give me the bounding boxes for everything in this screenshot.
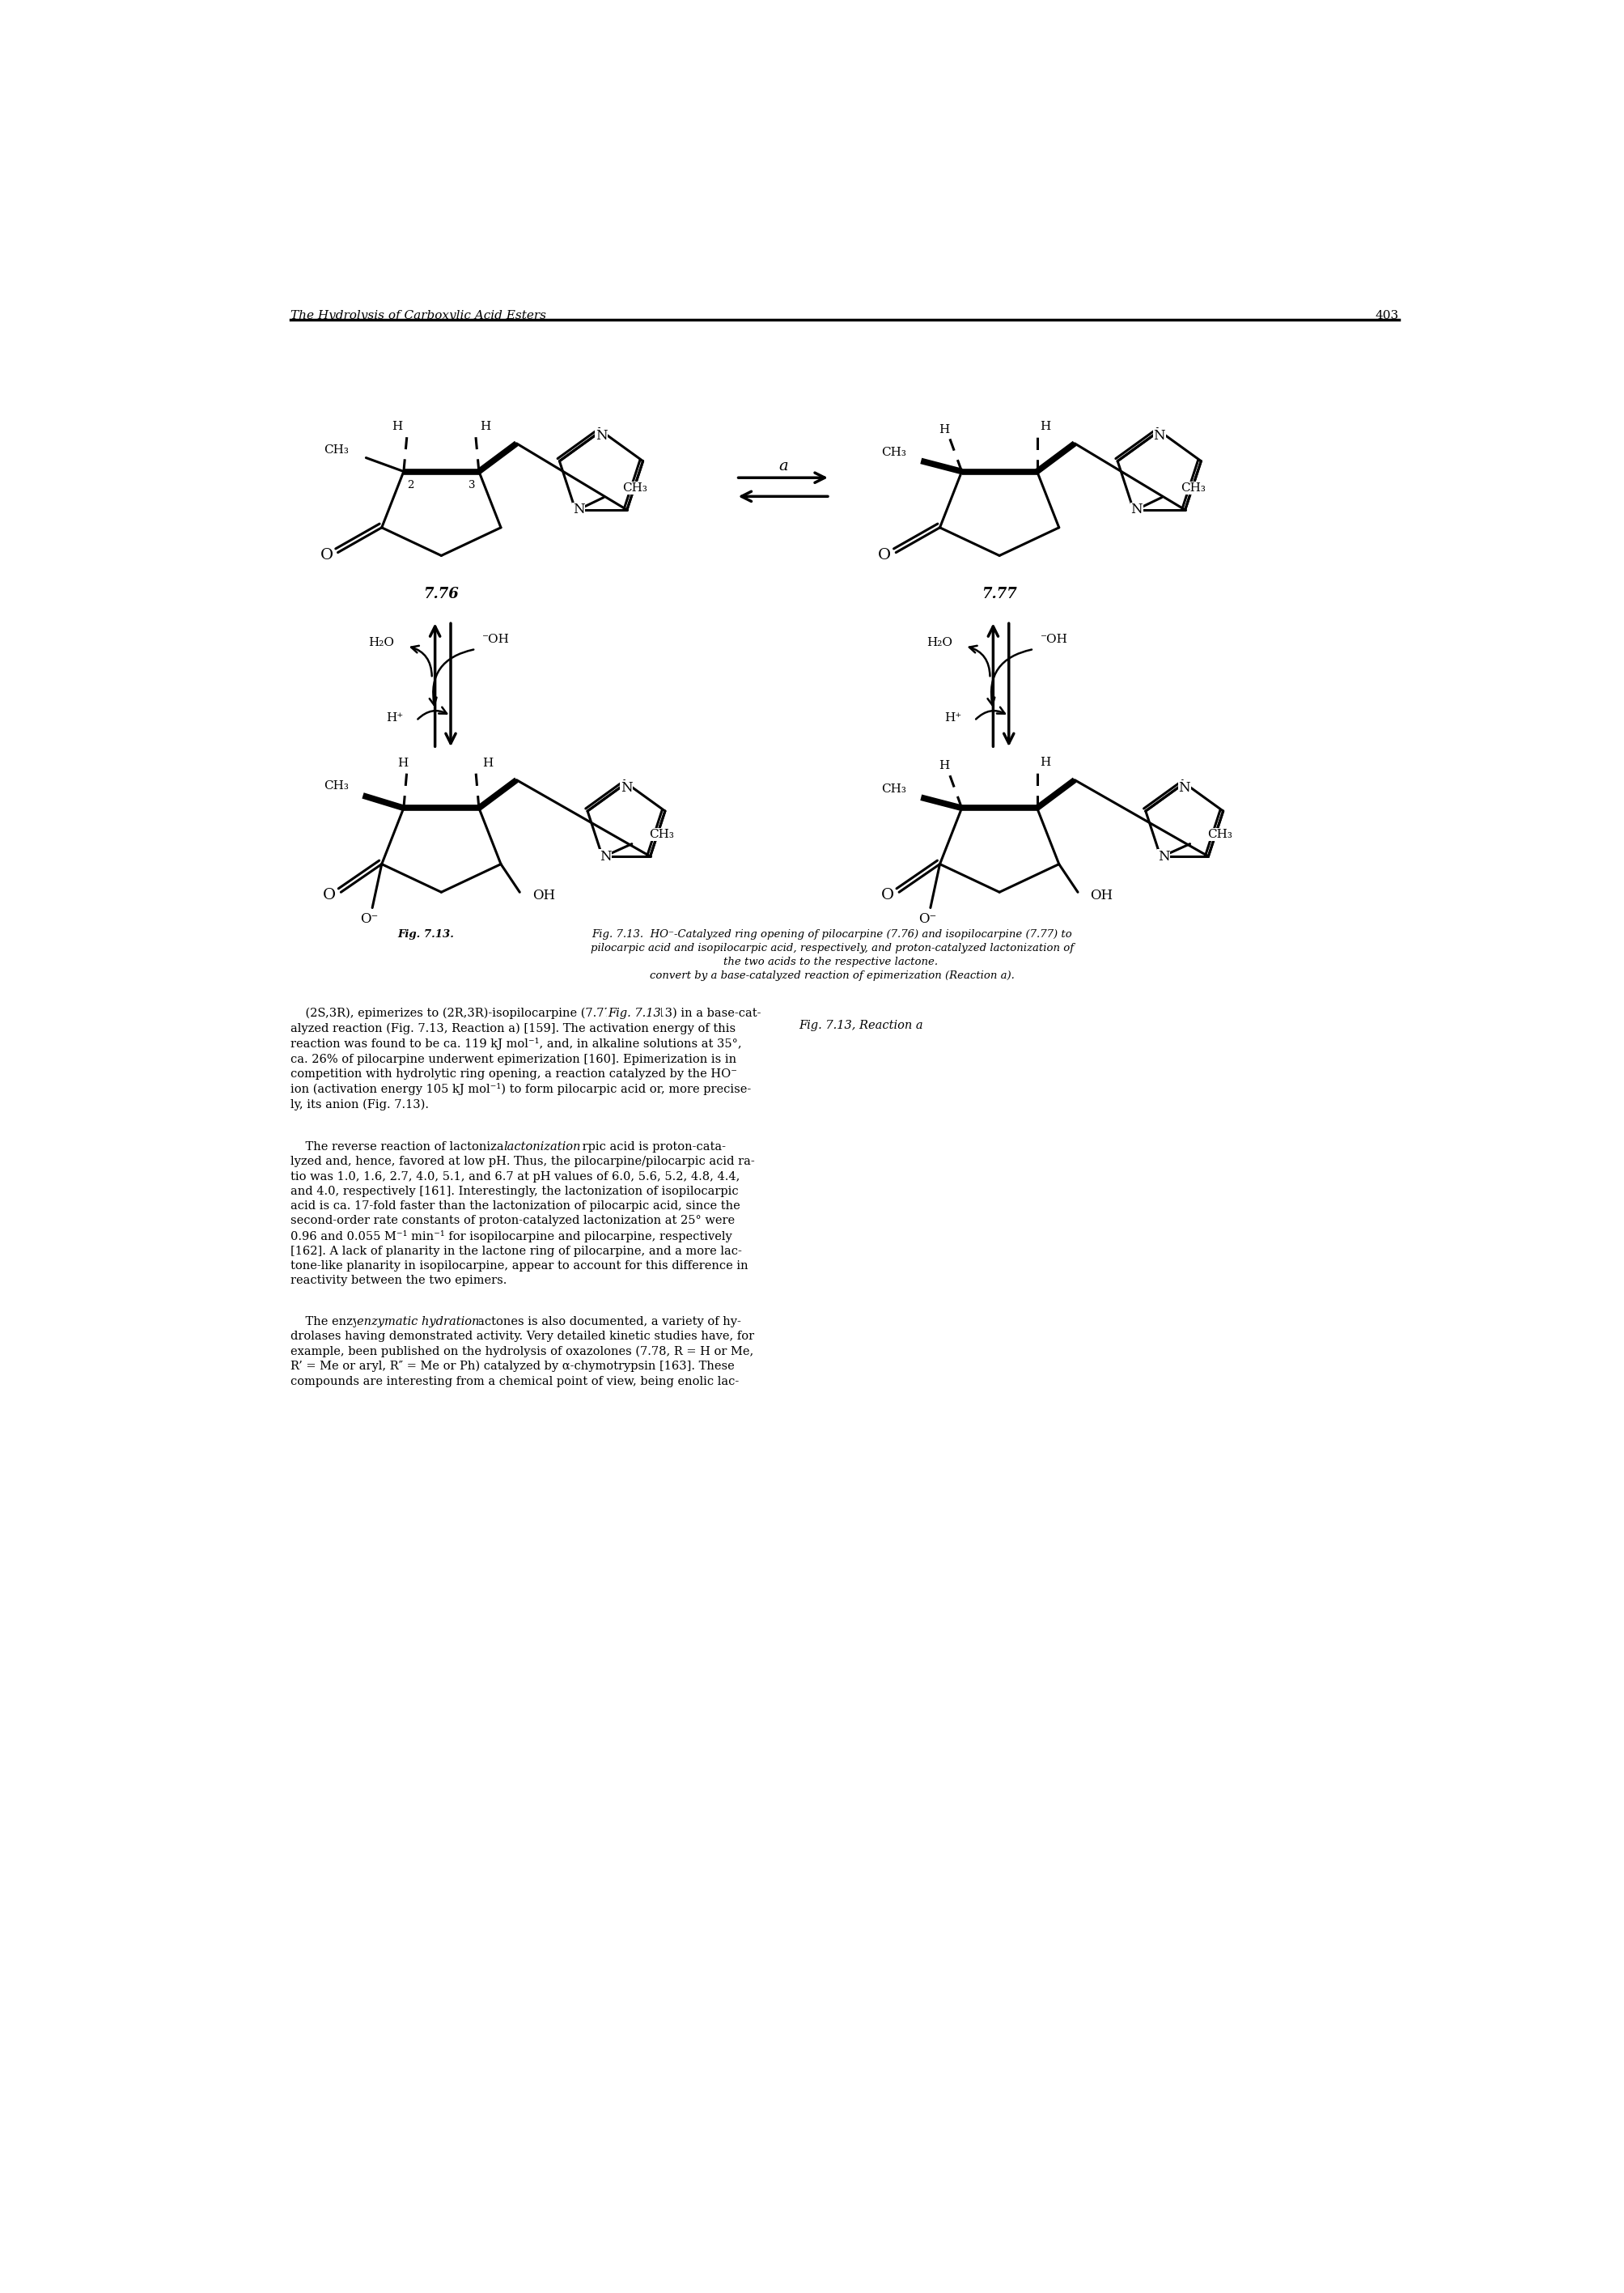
Text: OH: OH — [533, 887, 555, 901]
Text: O: O — [323, 887, 336, 903]
Text: H: H — [482, 757, 492, 768]
Text: H: H — [1041, 757, 1051, 768]
Text: Fig. 7.13: Fig. 7.13 — [607, 1007, 661, 1018]
Text: CH₃: CH₃ — [323, 780, 349, 791]
Text: O: O — [320, 548, 333, 562]
Text: CH₃: CH₃ — [1181, 482, 1205, 493]
Text: Fig. 7.13.  HO⁻-Catalyzed ring opening of pilocarpine (7.76) and isopilocarpine : Fig. 7.13. HO⁻-Catalyzed ring opening of… — [591, 929, 1072, 940]
Text: H⁺: H⁺ — [387, 713, 404, 722]
Text: (2S,3R), epimerizes to (2R,3R)-isopilocarpine (7.77, Fig. 7.13) in a base-cat-
a: (2S,3R), epimerizes to (2R,3R)-isopiloca… — [291, 1007, 762, 1110]
Text: pilocarpic acid and isopilocarpic acid, respectively, and proton-catalyzed lacto: pilocarpic acid and isopilocarpic acid, … — [591, 942, 1073, 954]
Text: N: N — [1179, 782, 1190, 796]
Text: N: N — [620, 782, 632, 796]
Text: The enzymatic hydration of lactones is also documented, a variety of hy-
drolase: The enzymatic hydration of lactones is a… — [291, 1316, 755, 1387]
Text: convert by a base-catalyzed reaction of epimerization (Reaction a).: convert by a base-catalyzed reaction of … — [650, 970, 1015, 981]
Text: The reverse reaction of lactonization of pilocarpic acid is proton-cata-
lyzed a: The reverse reaction of lactonization of… — [291, 1142, 755, 1286]
Text: the two acids to the respective lactone. Note that pilocarpine and isopilocarpin: the two acids to the respective lactone.… — [596, 956, 1069, 968]
Text: 7.77: 7.77 — [983, 587, 1017, 601]
Text: N: N — [1130, 502, 1143, 516]
Text: CH₃: CH₃ — [882, 784, 906, 796]
Text: The Hydrolysis of Carboxylic Acid Esters: The Hydrolysis of Carboxylic Acid Esters — [291, 310, 547, 321]
Text: ⁻OH: ⁻OH — [482, 635, 510, 644]
Text: H₂O: H₂O — [927, 637, 952, 649]
Text: 403: 403 — [1376, 310, 1398, 321]
Text: O: O — [882, 887, 895, 903]
Text: OH: OH — [1090, 887, 1112, 901]
Text: enzymatic hydration: enzymatic hydration — [357, 1316, 479, 1328]
Text: H⁺: H⁺ — [945, 713, 961, 722]
Text: H: H — [939, 759, 950, 770]
Text: N: N — [1153, 429, 1166, 443]
Text: CH₃: CH₃ — [882, 447, 906, 459]
Text: H: H — [479, 422, 490, 433]
Text: O⁻: O⁻ — [918, 913, 937, 926]
Text: CH₃: CH₃ — [1208, 828, 1233, 839]
Text: 2: 2 — [406, 479, 414, 491]
Text: H: H — [1041, 422, 1051, 433]
Text: N: N — [573, 502, 585, 516]
Text: N: N — [596, 429, 607, 443]
Text: lactonization: lactonization — [503, 1142, 581, 1153]
Text: O: O — [879, 548, 892, 562]
Text: a: a — [778, 459, 788, 475]
Text: CH₃: CH₃ — [323, 445, 349, 456]
Text: H₂O: H₂O — [369, 637, 395, 649]
Text: Fig. 7.13, Reaction a: Fig. 7.13, Reaction a — [799, 1020, 922, 1032]
Text: Fig. 7.13.: Fig. 7.13. — [398, 929, 455, 940]
Text: H: H — [396, 757, 408, 768]
Text: N: N — [599, 848, 611, 862]
Text: CH₃: CH₃ — [622, 482, 648, 493]
Text: ⁻OH: ⁻OH — [1041, 635, 1067, 644]
Text: 3: 3 — [469, 479, 476, 491]
Text: 7.76: 7.76 — [424, 587, 460, 601]
Text: H: H — [939, 424, 950, 436]
Text: the two acids to the respective lactone. Note that pilocarpine and isopilocarpin: the two acids to the respective lactone.… — [596, 956, 1069, 968]
Text: H: H — [391, 422, 403, 433]
Text: the two acids to the respective lactone.: the two acids to the respective lactone. — [723, 956, 940, 968]
Text: N: N — [1158, 848, 1169, 862]
Text: O⁻: O⁻ — [361, 913, 378, 926]
Text: CH₃: CH₃ — [650, 828, 674, 839]
